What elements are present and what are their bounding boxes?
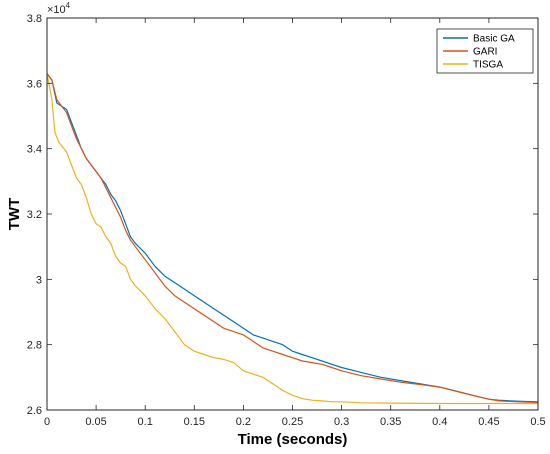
x-tick-label: 0.45 [478,416,499,428]
series-layer [46,73,539,405]
x-tick-label: 0.3 [334,416,349,428]
legend-label-1: GARI [473,47,497,58]
series-line-2 [46,73,538,405]
plot-area [47,18,538,410]
y-tick-label: 2.8 [27,340,42,352]
legend-label-0: Basic GA [473,34,515,45]
y-tick-label: 3 [36,274,42,286]
series-line-1 [46,73,539,404]
y-axis: 2.6 2.8 3 3.2 3.4 3.6 3.8 [27,13,538,417]
y-tick-label: 3.8 [27,13,42,25]
y-axis-label: TWT [6,198,23,230]
x-tick-label: 0 [44,416,50,428]
x-tick-label: 0.05 [85,416,106,428]
y-tick-label: 3.6 [27,78,42,90]
y-tick-label: 3.2 [27,209,42,221]
legend-label-2: TISGA [473,60,503,71]
x-axis: 0 0.05 0.1 0.15 0.2 0.25 0.3 0.35 0.4 0.45 0.5 [44,18,546,428]
y-multiplier-base: ×10 [47,4,66,16]
x-tick-label: 0.5 [530,416,545,428]
x-tick-label: 0.4 [432,416,447,428]
legend: Basic GA GARI TISGA [436,28,534,74]
x-tick-label: 0.35 [380,416,401,428]
x-tick-label: 0.15 [184,416,205,428]
y-multiplier-label: ×104 [47,1,71,16]
x-tick-label: 0.2 [236,416,251,428]
x-axis-label: Time (seconds) [238,431,348,448]
x-tick-label: 0.25 [282,416,303,428]
y-tick-label: 3.4 [27,144,42,156]
y-tick-label: 2.6 [27,405,42,417]
y-multiplier-exponent: 4 [66,1,71,10]
x-tick-label: 0.1 [138,416,153,428]
